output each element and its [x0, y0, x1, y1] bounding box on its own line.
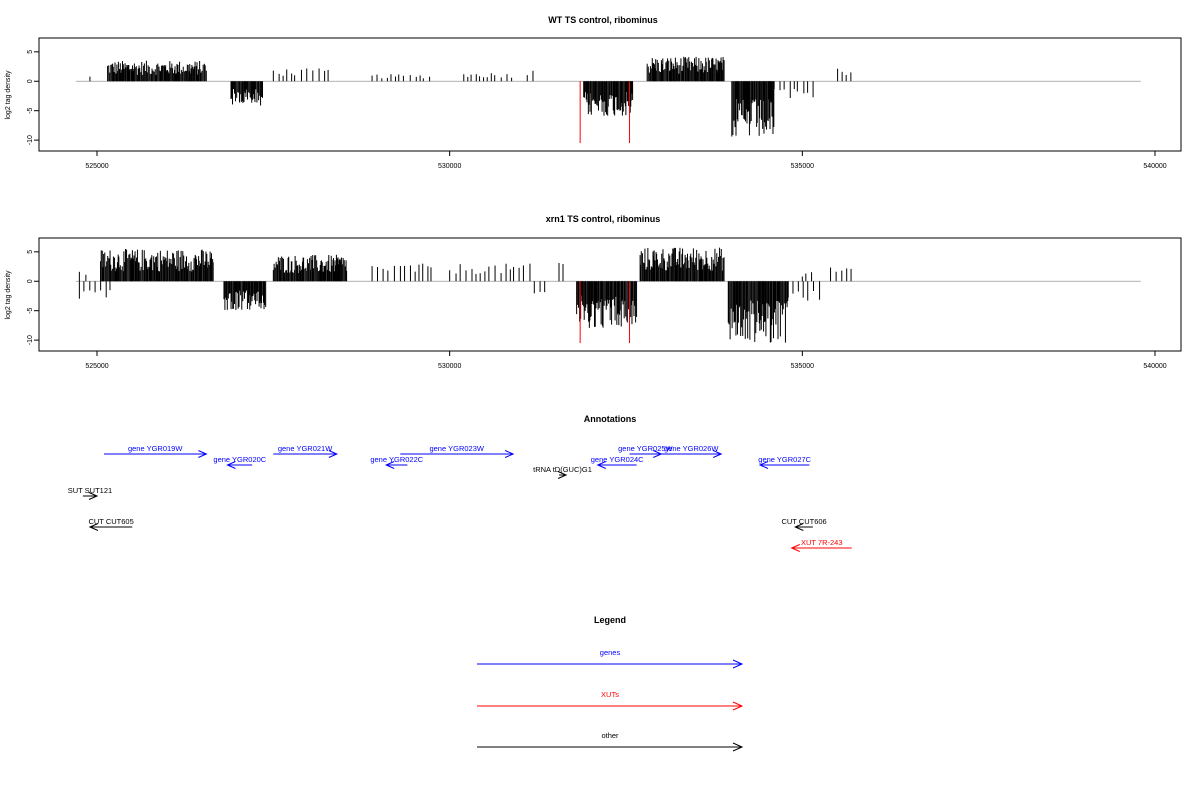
feature-label: gene YGR019W: [128, 444, 183, 453]
feature-label: gene YGR027C: [758, 455, 811, 464]
legend-item: other: [477, 731, 744, 752]
legend-title: Legend: [594, 615, 626, 625]
feature-arrow-head: [504, 450, 515, 458]
y-tick-label: 0: [27, 279, 34, 283]
wt-y-axis-label: log2 tag density: [5, 70, 12, 120]
wt-track-panel: WT TS control, ribominus log2 tag densit…: [5, 15, 1182, 170]
feature-arrow-head: [328, 450, 339, 458]
annotations-panel: Annotations gene YGR019W gene YGR020C gene…: [68, 414, 852, 552]
legend-arrow-head: [732, 701, 744, 711]
y-tick-label: 5: [27, 50, 34, 54]
signal-bars: [89, 56, 852, 137]
xrn1-track-title: xrn1 TS control, ribominus: [546, 214, 661, 224]
annotation-feature: gene YGR022C: [370, 455, 424, 469]
legend-item: XUTs: [477, 690, 744, 711]
feature-arrow-head: [790, 544, 800, 552]
legend-item: genes: [477, 648, 744, 669]
feature-arrow-head: [226, 461, 236, 469]
annotation-feature: gene YGR020C: [213, 455, 267, 469]
annotation-feature: CUT CUT605: [88, 517, 134, 531]
feature-arrow-head: [198, 450, 208, 458]
feature-label: CUT CUT605: [88, 517, 133, 526]
wt-track-title: WT TS control, ribominus: [548, 15, 658, 25]
feature-label: gene YGR021W: [278, 444, 333, 453]
annotation-feature: gene YGR023W: [400, 444, 515, 458]
x-tick-label: 525000: [85, 163, 108, 170]
y-tick-label: -10: [27, 335, 34, 345]
feature-label: tRNA tD(GUC)G1: [533, 465, 592, 474]
feature-arrow-head: [88, 492, 99, 500]
feature-label: gene YGR020C: [213, 455, 266, 464]
y-tick-label: 0: [27, 79, 34, 83]
legend-arrow-head: [732, 742, 744, 752]
feature-label: gene YGR022C: [370, 455, 423, 464]
annotation-feature: CUT CUT606: [781, 517, 827, 531]
feature-arrow-head: [794, 523, 804, 531]
x-tick-label: 530000: [438, 163, 461, 170]
y-tick-label: -5: [27, 107, 34, 113]
feature-arrow-head: [384, 461, 395, 469]
annotation-feature: gene YGR021W: [273, 444, 339, 458]
annotation-feature: XUT 7R-243: [790, 538, 852, 552]
xrn1-y-axis-label: log2 tag density: [5, 270, 12, 320]
legend-label: genes: [600, 648, 621, 657]
signal-bars: [78, 247, 852, 343]
annotation-feature: gene YGR019W: [104, 444, 208, 458]
x-tick-label: 535000: [791, 363, 814, 370]
feature-label: SUT SUT121: [68, 486, 112, 495]
feature-label: gene YGR025W: [618, 444, 673, 453]
feature-arrow-head: [88, 523, 99, 531]
feature-arrow-head: [596, 461, 606, 469]
y-tick-label: -5: [27, 307, 34, 313]
annotation-feature: tRNA tD(GUC)G1: [533, 465, 592, 479]
feature-label: gene YGR024C: [591, 455, 644, 464]
feature-label: CUT CUT606: [781, 517, 826, 526]
x-tick-label: 525000: [85, 363, 108, 370]
feature-arrow-head: [758, 461, 769, 469]
legend-arrow-head: [732, 659, 744, 669]
x-tick-label: 540000: [1143, 163, 1166, 170]
annotation-feature: gene YGR024C: [591, 455, 644, 469]
legend-label: XUTs: [601, 690, 619, 699]
legend-panel: Legend genes XUTs other: [477, 615, 744, 752]
feature-label: gene YGR023W: [429, 444, 484, 453]
annotation-feature: gene YGR026W: [661, 444, 723, 458]
legend-label: other: [601, 731, 619, 740]
x-tick-label: 540000: [1143, 363, 1166, 370]
feature-arrow-head: [557, 471, 568, 479]
annotation-feature: gene YGR027C: [758, 455, 812, 469]
feature-label: XUT 7R-243: [801, 538, 843, 547]
y-tick-label: -10: [27, 135, 34, 145]
feature-label: gene YGR026W: [664, 444, 719, 453]
feature-arrow-head: [713, 450, 723, 458]
xrn1-track-panel: xrn1 TS control, ribominus log2 tag dens…: [5, 214, 1182, 370]
x-tick-label: 535000: [791, 163, 814, 170]
annotation-feature: SUT SUT121: [68, 486, 112, 500]
y-tick-label: 5: [27, 250, 34, 254]
x-tick-label: 530000: [438, 363, 461, 370]
annotations-title: Annotations: [584, 414, 637, 424]
